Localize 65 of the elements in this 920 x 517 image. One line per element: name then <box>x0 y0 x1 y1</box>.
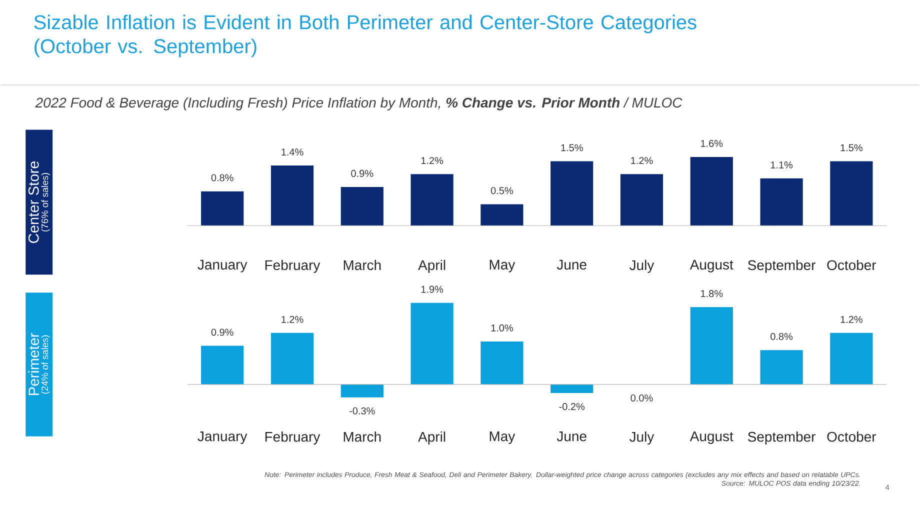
data-label: 1.8% <box>701 290 723 298</box>
data-label: 1.9% <box>421 286 444 293</box>
bar <box>550 384 594 393</box>
data-label: 1.2% <box>631 156 653 164</box>
x-tick-label: July <box>630 431 654 444</box>
x-tick-label: May <box>490 260 516 272</box>
data-label: 0.5% <box>490 186 513 194</box>
x-tick-label: June <box>556 260 586 270</box>
data-label: 1.6% <box>701 140 723 147</box>
bar <box>201 191 244 226</box>
data-label: 1.1% <box>770 161 793 168</box>
bar <box>690 307 733 384</box>
x-tick-label: October <box>827 260 876 270</box>
data-label: 0.0% <box>630 394 653 402</box>
data-label: 0.9% <box>211 328 234 336</box>
x-tick-label: February <box>265 431 320 444</box>
data-label: 1.2% <box>840 316 862 323</box>
x-tick-label: March <box>344 431 381 442</box>
y-axis-title: Perimeter <box>28 332 39 395</box>
data-label: -0.3% <box>350 407 375 414</box>
x-tick-label: March <box>344 260 381 270</box>
x-tick-label: October <box>827 431 876 442</box>
data-label: 0.9% <box>351 170 374 177</box>
data-label: 1.4% <box>282 148 304 156</box>
x-tick-label: August <box>690 431 734 444</box>
y-axis-title: Center Store <box>28 161 39 243</box>
bar <box>480 341 524 384</box>
bar <box>410 302 454 384</box>
data-label: 1.0% <box>491 324 513 332</box>
bar <box>340 384 384 398</box>
bar <box>830 161 873 226</box>
bar <box>270 165 314 226</box>
bar <box>760 350 803 384</box>
x-tick-label: June <box>556 431 586 442</box>
x-tick-label: August <box>690 260 734 272</box>
data-label: 1.5% <box>561 144 583 152</box>
x-tick-label: September <box>748 431 816 444</box>
text: (24% of sales) <box>41 335 50 394</box>
bar <box>760 178 803 226</box>
x-tick-label: May <box>490 431 516 444</box>
x-tick-label: April <box>418 260 446 273</box>
data-label: 0.8% <box>211 174 234 182</box>
bar <box>480 204 524 226</box>
chart-title: Sizable Inflation is Evident in Both Perimeter and Center-Store Categories (October vs. September) <box>34 14 696 58</box>
x-tick-label: February <box>265 260 320 273</box>
bar <box>830 332 873 384</box>
bar <box>410 174 454 226</box>
x-tick-label: January <box>198 260 248 272</box>
bar <box>340 186 384 226</box>
bar <box>270 332 314 384</box>
data-label: 1.2% <box>421 156 444 164</box>
x-tick-label: April <box>418 431 446 444</box>
data-label: 1.5% <box>840 144 862 152</box>
bar <box>550 161 594 226</box>
chart-subtitle: 2022 Food & Beverage (Including Fresh) Price Inflation by Month, % Change vs. Prior Month / MULOC <box>35 97 682 110</box>
data-label: -0.2% <box>559 402 585 410</box>
x-tick-label: July <box>630 260 654 273</box>
data-label: 0.8% <box>770 332 793 340</box>
x-tick-label: September <box>748 260 816 273</box>
bar <box>201 346 244 384</box>
bar <box>690 156 733 226</box>
text: (76% of sales) <box>41 172 50 232</box>
data-label: 1.2% <box>282 316 304 323</box>
x-tick-label: January <box>198 431 248 444</box>
bar <box>620 174 664 226</box>
